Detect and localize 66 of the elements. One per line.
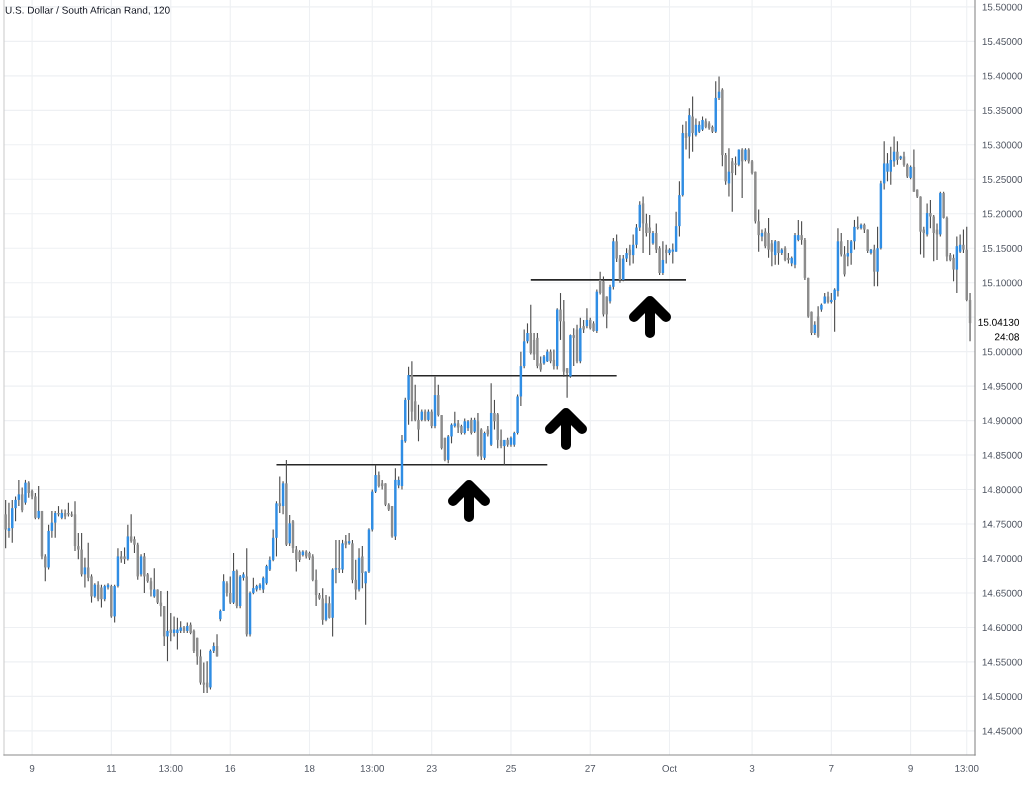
candlestick xyxy=(886,152,889,182)
candlestick xyxy=(4,499,7,549)
y-tick-label: 14.55000 xyxy=(982,658,1023,666)
candlestick xyxy=(288,514,291,547)
candlestick xyxy=(430,409,433,429)
y-tick-label: 15.50000 xyxy=(982,3,1023,11)
text: U.S. Dollar / South African Rand, 120 xyxy=(5,6,170,15)
y-tick-label: 15.40000 xyxy=(982,72,1023,80)
x-tick-label: 11 xyxy=(107,765,116,772)
candlestick xyxy=(166,590,169,662)
candlestick xyxy=(341,539,344,574)
candlestick xyxy=(648,214,651,256)
y-tick-label: 14.60000 xyxy=(982,624,1023,632)
candlestick xyxy=(777,240,780,266)
candlestick xyxy=(952,253,955,282)
y-tick-label: 15.10000 xyxy=(982,279,1023,287)
y-tick-label: 14.75000 xyxy=(982,520,1023,528)
candlestick xyxy=(100,584,103,609)
text: 24:08 xyxy=(994,333,1020,341)
x-tick-label: 13:00 xyxy=(955,764,979,772)
y-tick-label: 14.65000 xyxy=(982,589,1023,597)
x-tick-label: 25 xyxy=(506,764,516,772)
y-tick-label: 15.45000 xyxy=(982,38,1023,45)
x-tick-label: 23 xyxy=(426,764,437,772)
x-tick-label: 9 xyxy=(908,764,913,772)
candlestick xyxy=(572,327,575,367)
x-tick-label: Oct xyxy=(662,764,677,772)
y-tick-label: 15.20000 xyxy=(982,210,1023,218)
x-tick-label: 16 xyxy=(225,764,236,772)
x-tick-label: 13:00 xyxy=(159,764,183,772)
y-tick-label: 14.45000 xyxy=(982,727,1023,735)
candlestick xyxy=(503,439,506,466)
candlestick xyxy=(17,479,21,507)
y-tick-label: 15.15000 xyxy=(982,244,1023,252)
x-tick-label: 18 xyxy=(304,764,315,772)
y-tick-label: 15.25000 xyxy=(982,176,1023,183)
x-tick-label: 7 xyxy=(829,765,834,772)
y-tick-label: 15.00000 xyxy=(982,348,1023,356)
candlestick xyxy=(143,552,146,594)
candlestick xyxy=(321,587,324,626)
y-tick-label: 14.80000 xyxy=(982,486,1023,494)
x-tick-label: 3 xyxy=(749,764,755,772)
candlestick xyxy=(149,577,153,597)
y-tick-label: 14.50000 xyxy=(982,693,1023,701)
candlestick xyxy=(57,505,60,517)
y-tick-label: 14.70000 xyxy=(982,555,1023,563)
candlestick xyxy=(691,95,694,153)
candlestick xyxy=(384,482,387,507)
candlestick xyxy=(338,539,341,574)
x-tick-label: 13:00 xyxy=(360,764,385,772)
candlestick xyxy=(734,155,737,176)
y-tick-label: 14.95000 xyxy=(982,382,1023,390)
candlestick xyxy=(176,617,179,651)
x-tick-label: 9 xyxy=(29,764,35,772)
y-tick-label: 15.30000 xyxy=(982,141,1023,149)
candlestick xyxy=(44,553,47,582)
x-tick-label: 27 xyxy=(585,764,596,772)
candlestick xyxy=(896,140,899,166)
y-tick-label: 14.85000 xyxy=(982,451,1023,459)
candlestick xyxy=(701,115,704,132)
candlestick xyxy=(361,545,364,589)
text: 15.04130 xyxy=(978,318,1020,326)
y-tick-label: 14.90000 xyxy=(982,417,1023,425)
candlestick xyxy=(919,195,922,255)
y-tick-label: 15.35000 xyxy=(982,107,1023,114)
candlestick xyxy=(37,485,40,520)
